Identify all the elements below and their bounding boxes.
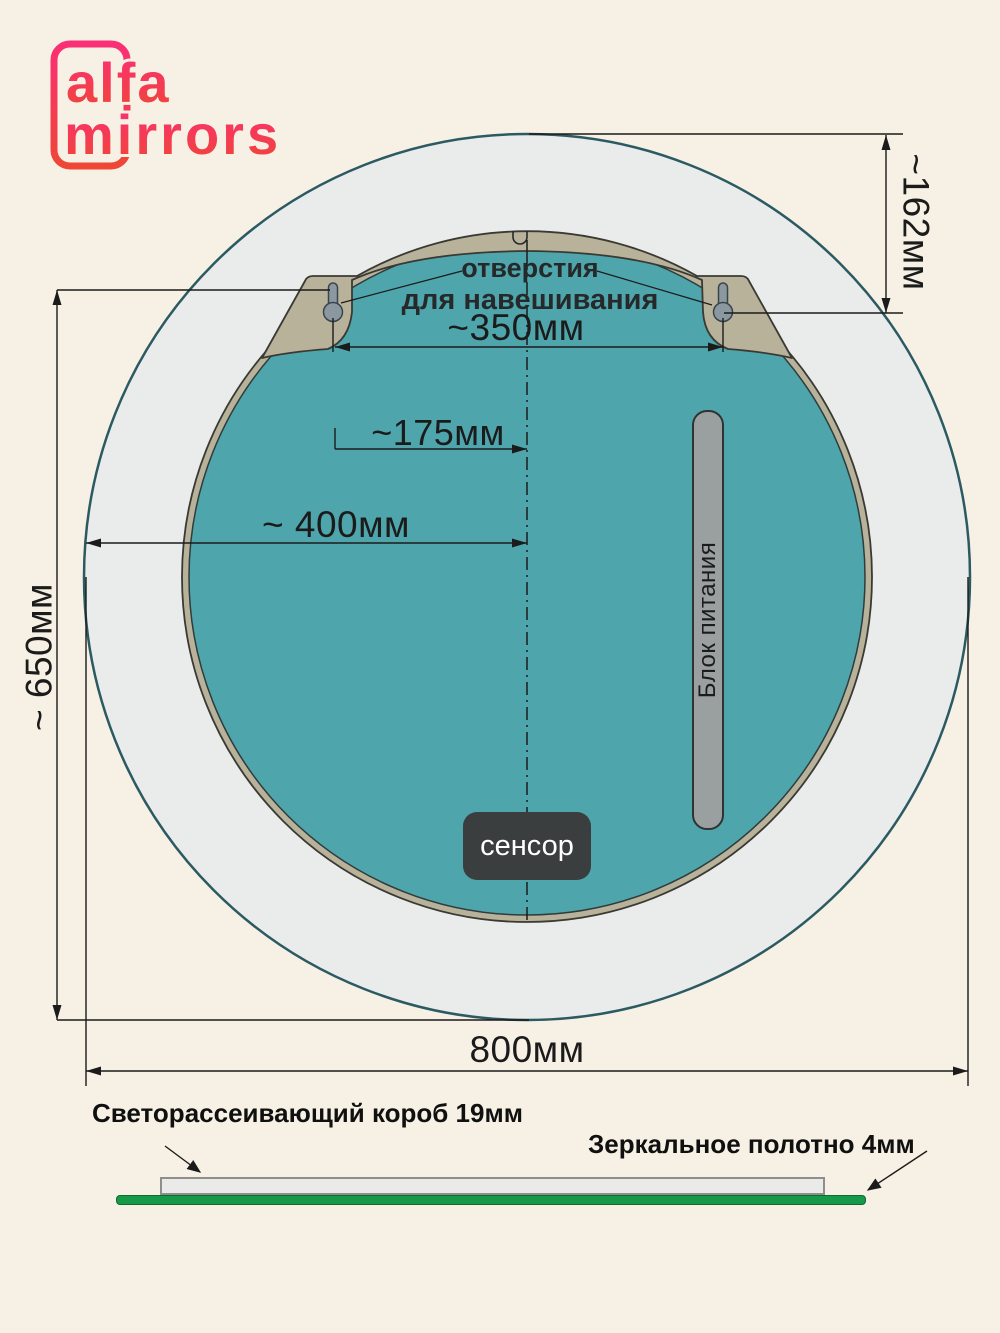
keyhole-left: [322, 282, 344, 323]
logo-line1: alfa: [66, 51, 171, 114]
diffuser-pointer-arrow: [164, 1145, 202, 1173]
dim-800-label: 800мм: [469, 1029, 585, 1070]
dim-350-label: ~350мм: [447, 307, 585, 348]
mirror-sheet-pointer-arrow: [866, 1150, 928, 1191]
dim-175-lines: [334, 428, 527, 450]
dim-400-arrow-right: [512, 538, 527, 548]
diffuser-label: Светорассеивающий короб 19мм: [92, 1098, 523, 1128]
holes-label-line2: для навешивания: [401, 284, 659, 316]
dim-400-arrow-left: [86, 538, 101, 548]
dim-162-lines: [529, 133, 903, 314]
mounting-band: [261, 230, 793, 359]
power-supply-label: Блок питания: [694, 541, 721, 699]
dim-175-label: ~175мм: [371, 412, 505, 453]
dim-650-arrow-bottom: [52, 1005, 62, 1020]
dim-350-lines: [332, 318, 724, 352]
power-supply-block: Блок питания: [692, 410, 724, 830]
dim-162-label: ~162мм: [895, 153, 937, 291]
top-notch: [512, 231, 528, 245]
logo-frame: [50, 40, 131, 170]
dim-800-arrow-right: [953, 1066, 968, 1076]
mirror-sheet-shape: [116, 1195, 866, 1205]
diffuser-box-shape: [160, 1177, 825, 1195]
dim-650-label: ~ 650мм: [18, 583, 60, 731]
dim-650-arrow-top: [52, 290, 62, 305]
holes-leader-lines: [340, 270, 713, 306]
dim-162-arrow-bottom: [881, 298, 891, 313]
sensor-label: сенсор: [480, 829, 574, 862]
holes-label-line1: отверстия: [461, 253, 599, 283]
logo-line2: mirrors: [64, 103, 281, 166]
dim-400-label: ~ 400мм: [262, 504, 410, 545]
dim-800-arrow-left: [86, 1066, 101, 1076]
dim-350-arrow-left: [335, 342, 350, 352]
sensor-block: сенсор: [463, 812, 591, 880]
dim-350-arrow-right: [708, 342, 723, 352]
mirror-sheet-label: Зеркальное полотно 4мм: [588, 1129, 915, 1159]
dim-175-arrow: [512, 444, 527, 454]
dim-800-lines: [85, 577, 969, 1086]
dim-650-lines: [56, 289, 529, 1021]
dim-162-arrow-top: [881, 135, 891, 150]
